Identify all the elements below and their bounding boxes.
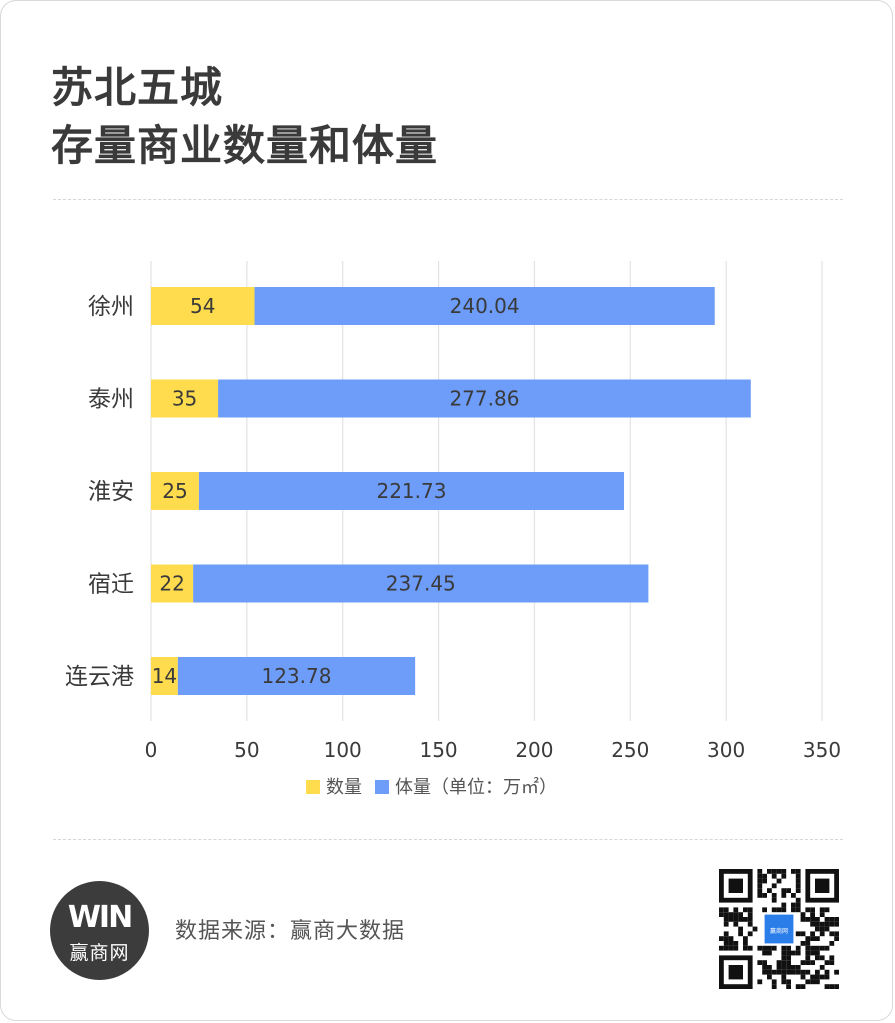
data-source: 数据来源：赢商大数据: [175, 919, 406, 944]
legend-swatch-volume: [375, 780, 389, 794]
qr-code-icon[interactable]: 赢商网: [719, 869, 839, 989]
logo-mark: WIN: [67, 900, 133, 935]
data-label: 123.78: [261, 664, 331, 688]
x-tick-label: 300: [707, 738, 745, 762]
x-tick-label: 250: [611, 738, 649, 762]
bar-volume: [177, 657, 416, 695]
data-label: 25: [162, 479, 187, 503]
bar-volume: [198, 472, 625, 510]
data-label: 22: [159, 572, 184, 596]
bar-volume: [193, 564, 649, 603]
bar-count: [151, 379, 219, 418]
category-label: 淮安: [88, 479, 134, 505]
x-tick-label: 50: [234, 738, 259, 762]
bar-count: [151, 287, 255, 325]
title-line-2: 存量商业数量和体量: [51, 121, 439, 170]
data-label: 277.86: [449, 387, 519, 411]
bar-volume: [254, 287, 715, 325]
category-label: 宿迁: [88, 572, 134, 598]
qr-center-label: 赢商网: [770, 927, 788, 935]
winshang-logo: WIN 赢商网: [50, 881, 149, 980]
legend-label: 数量: [326, 777, 362, 798]
chart-title: 苏北五城 存量商业数量和体量: [51, 59, 438, 175]
data-label: 221.73: [376, 479, 446, 503]
category-label: 泰州: [88, 387, 134, 413]
x-tick-label: 350: [803, 738, 841, 762]
bar-count: [151, 472, 199, 510]
bar-count: [151, 564, 194, 603]
legend-swatch-count: [306, 780, 320, 794]
data-label: 14: [152, 664, 177, 688]
bar-chart: 0 50 100 150 200 250 300 350 徐州 54 240.04 泰州 35 277.8…: [65, 261, 841, 798]
bar-count: [151, 657, 178, 695]
x-tick-label: 100: [324, 738, 362, 762]
logo-name: 赢商网: [69, 942, 130, 964]
x-tick-label: 0: [145, 738, 158, 762]
data-label: 54: [190, 294, 215, 318]
bottom-divider: [53, 839, 843, 840]
bar-volume: [218, 379, 751, 418]
top-divider: [53, 199, 843, 200]
data-label: 35: [172, 387, 197, 411]
x-tick-label: 200: [515, 738, 553, 762]
data-label: 240.04: [450, 294, 520, 318]
legend-label: 体量（单位：万㎡）: [395, 776, 557, 798]
data-label: 237.45: [386, 572, 456, 596]
category-label: 徐州: [88, 294, 134, 320]
x-tick-label: 150: [419, 738, 457, 762]
category-label: 连云港: [65, 664, 134, 690]
title-line-1: 苏北五城: [51, 63, 224, 112]
